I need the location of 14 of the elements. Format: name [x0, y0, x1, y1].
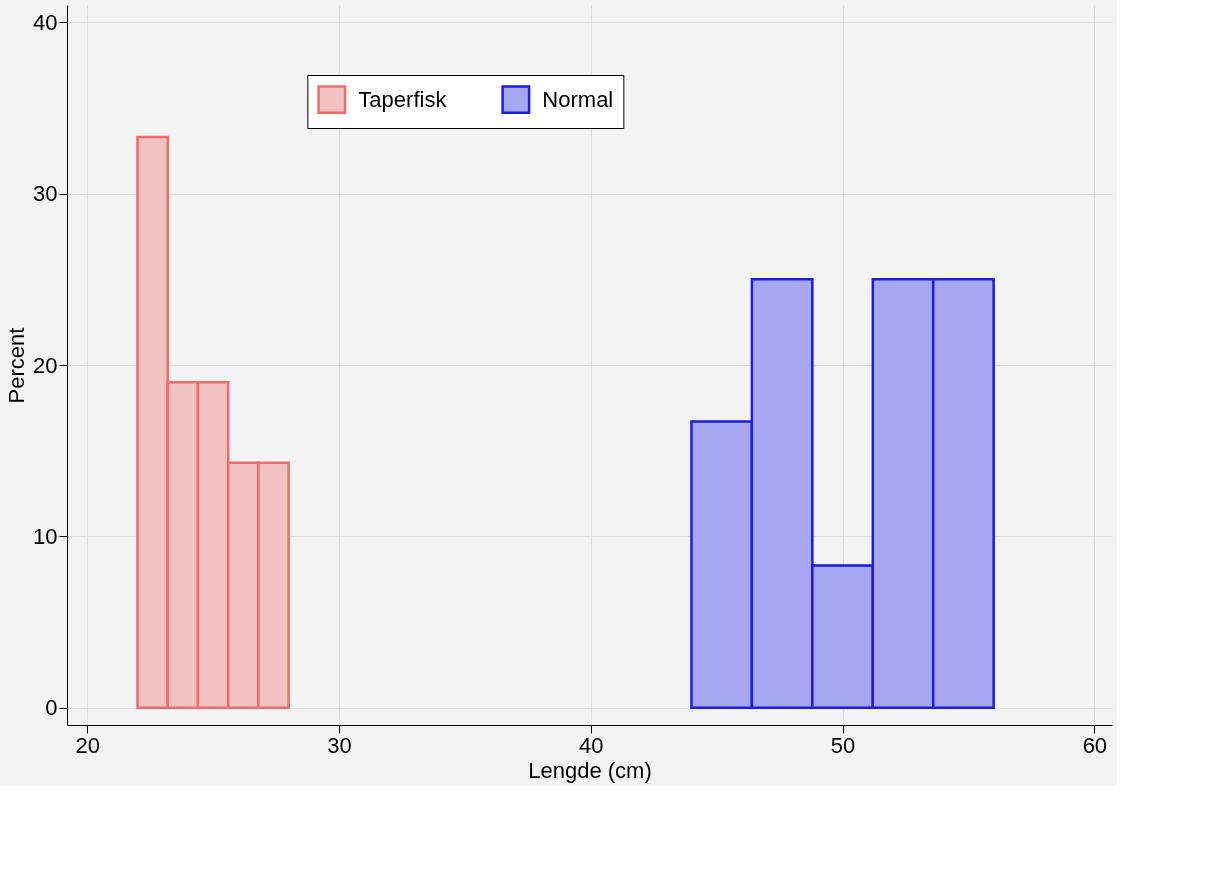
x-tick-label: 20	[75, 732, 100, 758]
y-tick-label: 30	[33, 181, 58, 207]
y-tick-label: 0	[45, 695, 58, 721]
x-tick-label: 60	[1082, 732, 1108, 758]
x-tick-label: 30	[327, 732, 352, 758]
x-tick-label: 50	[830, 732, 856, 758]
x-axis-title: Lengde (cm)	[528, 757, 652, 783]
legend-label: Taperfisk	[358, 86, 448, 112]
y-axis-title: Percent	[4, 327, 30, 404]
y-tick-label: 10	[33, 523, 58, 549]
x-tick-label: 40	[579, 732, 604, 758]
y-tick-label: 40	[33, 9, 58, 35]
y-tick-label: 20	[33, 352, 58, 378]
legend-label: Normal	[542, 86, 614, 112]
